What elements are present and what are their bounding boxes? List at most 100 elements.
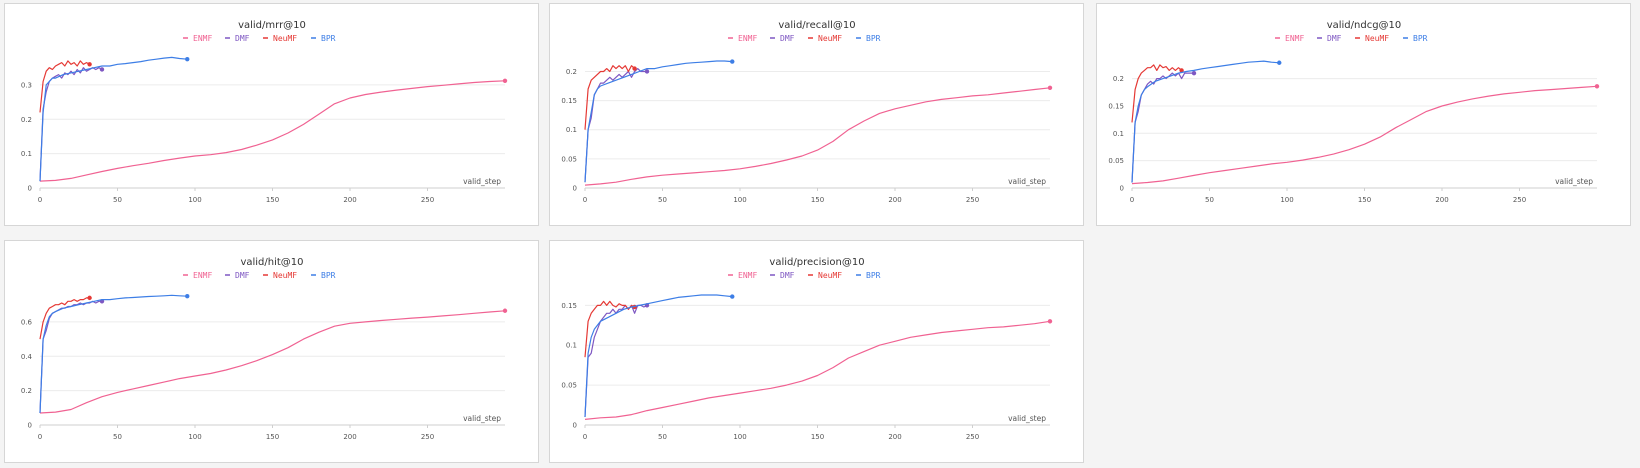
legend-item-enmf[interactable]: ENMF xyxy=(193,34,212,43)
series-endpoint-dmf[interactable] xyxy=(1191,70,1197,76)
series-line-bpr[interactable] xyxy=(39,294,188,414)
series-line-neumf[interactable] xyxy=(584,65,636,130)
legend-item-enmf[interactable]: ENMF xyxy=(1285,34,1304,43)
series-line-dmf[interactable] xyxy=(584,304,648,418)
legend-item-neumf[interactable]: NeuMF xyxy=(1365,34,1389,43)
y-tick-label: 0 xyxy=(573,422,577,430)
x-tick-label: 0 xyxy=(38,196,42,204)
legend-item-dmf[interactable]: DMF xyxy=(235,271,250,280)
legend-item-bpr[interactable]: BPR xyxy=(866,271,881,280)
series-endpoint-neumf[interactable] xyxy=(632,66,637,71)
x-tick-label: 200 xyxy=(343,196,356,204)
y-tick-label: 0.3 xyxy=(21,81,32,89)
series-endpoint-neumf[interactable] xyxy=(1179,68,1184,73)
x-tick-label: 0 xyxy=(1130,196,1134,204)
x-axis-label: valid_step xyxy=(463,177,501,186)
series-line-neumf[interactable] xyxy=(584,300,635,358)
legend-item-neumf[interactable]: NeuMF xyxy=(818,271,842,280)
y-tick-label: 0.05 xyxy=(561,155,577,163)
y-tick-label: 0.15 xyxy=(561,97,577,105)
series-endpoint-dmf[interactable] xyxy=(99,67,105,72)
series-line-bpr[interactable] xyxy=(584,60,733,183)
x-tick-label: 0 xyxy=(583,196,587,204)
chart-panel-precision: valid/precision@10 ENMF DMF NeuMF BPR 0 0.05 0.… xyxy=(549,240,1084,463)
series-line-bpr[interactable] xyxy=(584,294,733,418)
series-line-neumf[interactable] xyxy=(39,297,90,340)
series-line-neumf[interactable] xyxy=(1131,64,1182,123)
legend-item-dmf[interactable]: DMF xyxy=(235,34,250,43)
series-line-dmf[interactable] xyxy=(584,67,647,183)
x-tick-label: 0 xyxy=(583,433,587,441)
legend-item-bpr[interactable]: BPR xyxy=(321,271,336,280)
series-endpoint-enmf[interactable] xyxy=(1047,85,1053,90)
y-tick-label: 0.05 xyxy=(1108,157,1124,165)
chart-panel-ndcg: valid/ndcg@10 ENMF DMF NeuMF BPR 0 0.05 0.1 0.15… xyxy=(1096,3,1631,226)
series-line-dmf[interactable] xyxy=(1131,72,1194,183)
y-tick-label: 0.15 xyxy=(1108,102,1124,110)
series-endpoint-enmf[interactable] xyxy=(502,78,508,84)
chart-svg-recall: valid/recall@10 ENMF DMF NeuMF BPR 0 0.05 0.1 0.… xyxy=(561,20,1053,204)
series-line-enmf[interactable] xyxy=(39,310,506,414)
x-tick-label: 250 xyxy=(1513,196,1526,204)
x-tick-label: 150 xyxy=(811,196,824,204)
chart-title: valid/precision@10 xyxy=(769,257,864,268)
legend-item-enmf[interactable]: ENMF xyxy=(193,271,212,280)
series-endpoint-bpr[interactable] xyxy=(730,59,735,64)
legend-item-enmf[interactable]: ENMF xyxy=(738,271,757,280)
series-line-enmf[interactable] xyxy=(39,80,506,182)
y-tick-label: 0 xyxy=(28,422,32,430)
legend-item-neumf[interactable]: NeuMF xyxy=(273,34,297,43)
series-line-bpr[interactable] xyxy=(39,56,188,182)
chart-svg-hit: valid/hit@10 ENMF DMF NeuMF BPR 0 0.2 0.4 0.6 0 50… xyxy=(21,257,508,441)
series-line-neumf[interactable] xyxy=(39,60,90,113)
x-tick-label: 250 xyxy=(966,196,979,204)
y-tick-label: 0.4 xyxy=(21,353,33,361)
series-endpoint-neumf[interactable] xyxy=(87,295,92,301)
series-endpoint-dmf[interactable] xyxy=(644,69,650,74)
y-tick-label: 0.1 xyxy=(21,150,32,158)
x-tick-label: 250 xyxy=(966,433,979,441)
x-tick-label: 250 xyxy=(421,196,434,204)
series-endpoint-bpr[interactable] xyxy=(185,56,190,62)
legend-item-bpr[interactable]: BPR xyxy=(866,34,881,43)
y-tick-label: 0.1 xyxy=(566,342,577,350)
y-tick-label: 0.2 xyxy=(1113,75,1124,83)
legend-item-bpr[interactable]: BPR xyxy=(1413,34,1428,43)
chart-panel-hit: valid/hit@10 ENMF DMF NeuMF BPR 0 0.2 0.4 0.6 0 50… xyxy=(4,240,539,463)
legend-item-dmf[interactable]: DMF xyxy=(1327,34,1342,43)
series-endpoint-enmf[interactable] xyxy=(1594,84,1600,89)
series-line-enmf[interactable] xyxy=(1131,85,1598,185)
x-axis-label: valid_step xyxy=(1008,177,1046,186)
x-tick-label: 150 xyxy=(266,196,279,204)
x-axis-label: valid_step xyxy=(463,414,501,423)
series-line-enmf[interactable] xyxy=(584,320,1051,420)
legend-item-dmf[interactable]: DMF xyxy=(780,271,795,280)
x-tick-label: 50 xyxy=(1205,196,1214,204)
x-tick-label: 50 xyxy=(113,196,122,204)
x-tick-label: 200 xyxy=(343,433,356,441)
y-tick-label: 0 xyxy=(28,185,32,193)
x-tick-label: 100 xyxy=(733,196,746,204)
legend-item-neumf[interactable]: NeuMF xyxy=(818,34,842,43)
series-line-bpr[interactable] xyxy=(1131,60,1280,183)
chart-svg-ndcg: valid/ndcg@10 ENMF DMF NeuMF BPR 0 0.05 0.1 0.15… xyxy=(1108,20,1600,204)
x-tick-label: 50 xyxy=(658,433,667,441)
x-tick-label: 100 xyxy=(733,433,746,441)
chart-title: valid/hit@10 xyxy=(240,257,303,268)
series-endpoint-enmf[interactable] xyxy=(1047,319,1053,324)
series-endpoint-bpr[interactable] xyxy=(185,293,190,299)
series-endpoint-enmf[interactable] xyxy=(502,308,508,313)
legend-item-enmf[interactable]: ENMF xyxy=(738,34,757,43)
x-axis-label: valid_step xyxy=(1008,414,1046,423)
chart-title: valid/ndcg@10 xyxy=(1327,20,1402,31)
legend-item-neumf[interactable]: NeuMF xyxy=(273,271,297,280)
series-endpoint-neumf[interactable] xyxy=(87,62,92,67)
series-endpoint-bpr[interactable] xyxy=(730,294,735,299)
x-tick-label: 100 xyxy=(188,196,201,204)
legend-item-bpr[interactable]: BPR xyxy=(321,34,336,43)
x-tick-label: 150 xyxy=(266,433,279,441)
series-endpoint-bpr[interactable] xyxy=(1277,60,1282,65)
legend-item-dmf[interactable]: DMF xyxy=(780,34,795,43)
series-line-enmf[interactable] xyxy=(584,87,1051,186)
y-tick-label: 0 xyxy=(573,185,577,193)
